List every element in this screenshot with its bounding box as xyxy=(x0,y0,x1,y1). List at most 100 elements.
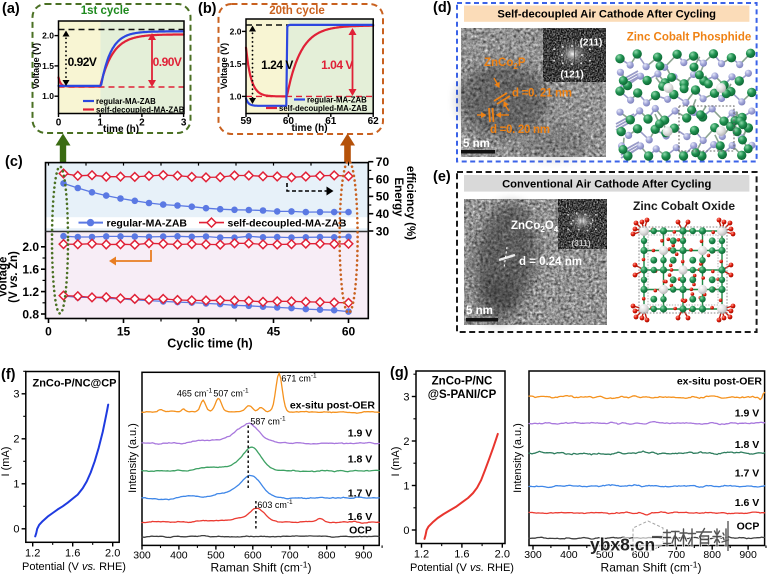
svg-text:Voltage (V): Voltage (V) xyxy=(31,43,41,89)
svg-text:300: 300 xyxy=(524,549,542,561)
svg-text:d =0. 20 nm: d =0. 20 nm xyxy=(490,124,550,136)
svg-text:Cyclic time (h): Cyclic time (h) xyxy=(167,337,252,351)
svg-text:59: 59 xyxy=(240,116,252,127)
svg-text:500: 500 xyxy=(596,549,614,561)
svg-text:time (h): time (h) xyxy=(103,124,139,135)
svg-text:300: 300 xyxy=(133,550,151,562)
svg-text:1.9 V: 1.9 V xyxy=(735,408,760,420)
svg-text:800: 800 xyxy=(318,550,336,562)
svg-text:0.92V: 0.92V xyxy=(68,55,97,69)
svg-text:ZnCo-P/NC: ZnCo-P/NC xyxy=(432,376,493,388)
svg-text:ex-situ post-OER: ex-situ post-OER xyxy=(290,400,376,412)
svg-text:I (mA): I (mA) xyxy=(390,447,402,477)
svg-text:1.8 V: 1.8 V xyxy=(348,454,373,466)
svg-text:1.6 V: 1.6 V xyxy=(348,511,373,523)
svg-text:(V vs. Zn): (V vs. Zn) xyxy=(8,251,20,303)
svg-text:45: 45 xyxy=(267,325,281,339)
svg-text:time (h): time (h) xyxy=(291,123,327,134)
svg-text:1: 1 xyxy=(403,480,409,492)
svg-text:1: 1 xyxy=(13,479,19,491)
svg-text:2: 2 xyxy=(403,436,409,448)
svg-text:Self-decoupled Air Cathode Aft: Self-decoupled Air Cathode After Cycling xyxy=(497,9,716,21)
svg-text:2.0: 2.0 xyxy=(105,548,120,560)
svg-text:1st cycle: 1st cycle xyxy=(81,5,130,17)
svg-text:1.5: 1.5 xyxy=(230,59,242,69)
svg-text:3: 3 xyxy=(403,391,409,403)
svg-text:1.8 V: 1.8 V xyxy=(735,439,760,451)
svg-text:Raman Shift (cm-1): Raman Shift (cm-1) xyxy=(601,560,702,575)
svg-text:400: 400 xyxy=(560,549,578,561)
svg-text:regular-MA-ZAB: regular-MA-ZAB xyxy=(96,97,156,106)
svg-text:1.2: 1.2 xyxy=(25,548,40,560)
svg-text:60: 60 xyxy=(283,116,295,127)
svg-text:800: 800 xyxy=(703,549,721,561)
svg-text:(f): (f) xyxy=(1,367,16,383)
svg-text:700: 700 xyxy=(281,550,299,562)
svg-text:ZnCo2P: ZnCo2P xyxy=(484,57,526,71)
svg-text:0: 0 xyxy=(56,118,62,129)
svg-text:1.7 V: 1.7 V xyxy=(348,488,373,500)
svg-text:60: 60 xyxy=(342,325,356,339)
svg-text:5 nm: 5 nm xyxy=(466,305,493,317)
svg-text:(e): (e) xyxy=(433,169,451,185)
svg-text:0: 0 xyxy=(403,525,409,537)
svg-text:0: 0 xyxy=(13,524,19,536)
svg-text:15: 15 xyxy=(117,325,131,339)
svg-text:60: 60 xyxy=(376,172,390,186)
svg-text:30: 30 xyxy=(192,325,206,339)
svg-text:600: 600 xyxy=(632,549,650,561)
svg-text:70: 70 xyxy=(376,155,390,169)
svg-text:600: 600 xyxy=(244,550,262,562)
svg-text:1.6: 1.6 xyxy=(22,263,39,277)
svg-text:1.24 V: 1.24 V xyxy=(261,58,293,72)
svg-text:1.0: 1.0 xyxy=(42,91,54,101)
svg-text:1.6: 1.6 xyxy=(65,548,80,560)
svg-text:regular-MA-ZAB: regular-MA-ZAB xyxy=(307,95,367,104)
svg-text:30: 30 xyxy=(376,224,390,238)
svg-text:587 cm-1: 587 cm-1 xyxy=(250,416,286,427)
svg-text:ybx8.cn: ybx8.cn xyxy=(590,535,655,555)
svg-text:1.0: 1.0 xyxy=(230,91,242,101)
svg-text:regular-MA-ZAB: regular-MA-ZAB xyxy=(107,217,188,229)
svg-text:(311): (311) xyxy=(571,238,591,248)
svg-text:(g): (g) xyxy=(390,365,409,381)
svg-text:20th cycle: 20th cycle xyxy=(269,5,325,17)
svg-text:1.6 V: 1.6 V xyxy=(735,497,760,509)
svg-text:ZnCo2O4: ZnCo2O4 xyxy=(511,220,559,234)
svg-text:500: 500 xyxy=(207,550,225,562)
svg-text:0.8: 0.8 xyxy=(22,307,39,321)
svg-text:700: 700 xyxy=(668,549,686,561)
svg-text:Voltage: Voltage xyxy=(0,257,10,298)
svg-text:5 nm: 5 nm xyxy=(463,138,490,150)
svg-text:1.2: 1.2 xyxy=(414,549,429,561)
svg-text:2.0: 2.0 xyxy=(495,549,510,561)
svg-text:3: 3 xyxy=(13,389,19,401)
svg-text:900: 900 xyxy=(739,549,757,561)
svg-text:1.5: 1.5 xyxy=(42,61,54,71)
svg-text:ex-situ post-OER: ex-situ post-OER xyxy=(677,376,763,388)
svg-text:671 cm-1: 671 cm-1 xyxy=(281,373,317,384)
svg-text:OCP: OCP xyxy=(737,521,760,533)
svg-text:(c): (c) xyxy=(5,154,23,170)
svg-text:d =0. 21 nm: d =0. 21 nm xyxy=(512,88,572,100)
svg-text:@S-PANI/CP: @S-PANI/CP xyxy=(428,389,497,401)
svg-text:62: 62 xyxy=(368,116,380,127)
svg-text:3: 3 xyxy=(181,118,187,129)
svg-text:1.7 V: 1.7 V xyxy=(735,468,760,480)
svg-text:900: 900 xyxy=(355,550,373,562)
svg-text:61: 61 xyxy=(325,116,337,127)
svg-text:2.0: 2.0 xyxy=(230,26,242,36)
svg-text:Raman Shift (cm-1): Raman Shift (cm-1) xyxy=(211,560,312,575)
svg-text:Zinc Cobalt Oxide: Zinc Cobalt Oxide xyxy=(633,199,735,213)
svg-text:OCP: OCP xyxy=(349,525,372,537)
svg-text:1: 1 xyxy=(97,118,103,129)
svg-text:2.0: 2.0 xyxy=(42,31,54,41)
svg-text:1.6: 1.6 xyxy=(454,549,469,561)
svg-text:I (mA): I (mA) xyxy=(0,447,12,477)
svg-text:507 cm-1: 507 cm-1 xyxy=(213,388,249,399)
svg-text:Intensity (a.u.): Intensity (a.u.) xyxy=(512,423,524,493)
svg-text:(121): (121) xyxy=(560,70,583,81)
svg-text:40: 40 xyxy=(376,207,390,221)
svg-text:Potential (V vs. RHE): Potential (V vs. RHE) xyxy=(22,561,126,573)
svg-text:2: 2 xyxy=(13,434,19,446)
